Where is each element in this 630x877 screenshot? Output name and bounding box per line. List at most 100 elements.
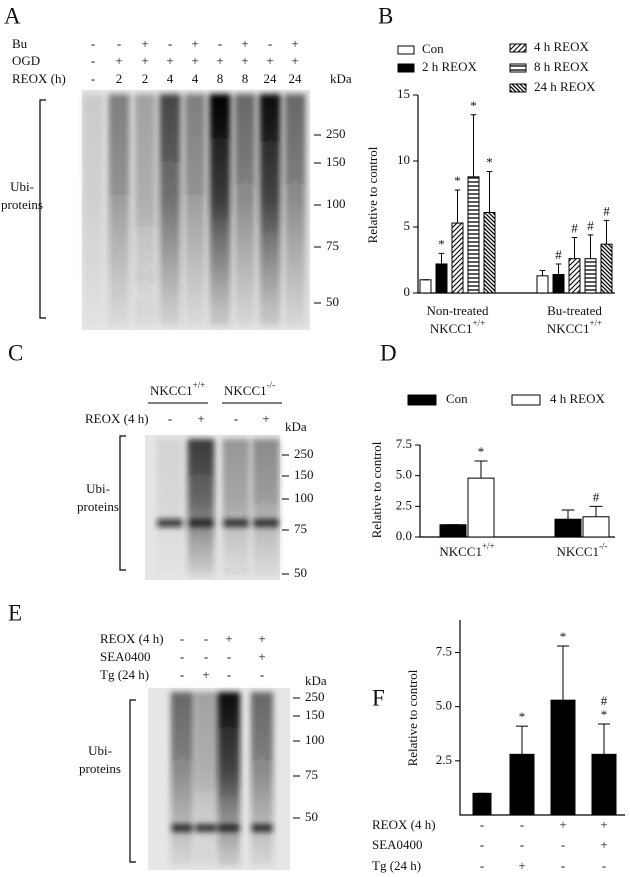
- genotype-superscript: -/-: [267, 380, 276, 390]
- genotype-name: NKCC1: [439, 544, 482, 559]
- legend-swatch: [509, 83, 527, 93]
- marker-label: 50: [294, 565, 307, 580]
- significance-mark: *: [486, 155, 493, 170]
- legend-label: Con: [446, 391, 468, 406]
- error-bar: [454, 189, 461, 224]
- bar: [439, 524, 467, 538]
- x-genotype-label: NKCC1+/+: [547, 318, 602, 336]
- bar: [584, 258, 597, 294]
- condition-sign: -: [91, 53, 95, 68]
- condition-sign: -: [227, 649, 231, 664]
- blot-lane: [159, 94, 181, 326]
- significance-mark: *: [454, 173, 461, 188]
- genotype-superscript: +/+: [589, 318, 602, 328]
- condition-sign: -: [180, 631, 184, 646]
- blot-lane: [108, 94, 130, 326]
- row-label: Tg (24 h): [100, 667, 149, 682]
- row-label: Bu: [12, 36, 28, 51]
- condition-sign: +: [202, 667, 209, 682]
- genotype-name: NKCC1: [547, 321, 590, 336]
- error-bar: [539, 270, 546, 276]
- significance-mark: #: [601, 693, 608, 708]
- panel-letter: F: [372, 685, 385, 710]
- legend-swatch: [397, 45, 415, 55]
- error-bar: [589, 505, 603, 517]
- legend-swatch: [407, 394, 437, 406]
- condition-sign: -: [168, 411, 172, 426]
- condition-sign: -: [602, 858, 606, 873]
- condition-sign: -: [234, 411, 238, 426]
- y-tick-label: 5: [404, 218, 411, 233]
- condition-sign: +: [141, 36, 148, 51]
- condition-sign: -: [91, 36, 95, 51]
- marker-label: 50: [305, 809, 318, 824]
- marker-label: 75: [294, 521, 307, 536]
- y-tick-label: 5.0: [396, 467, 412, 482]
- x-category-label: Bu-treated: [547, 303, 602, 318]
- condition-sign: 4: [167, 71, 174, 86]
- condition-sign: +: [258, 649, 265, 664]
- blot-lanes: [156, 439, 280, 576]
- bar: [568, 258, 581, 294]
- bar: [554, 518, 582, 538]
- condition-sign: -: [480, 858, 484, 873]
- condition-sign: +: [141, 53, 148, 68]
- condition-sign: +: [191, 36, 198, 51]
- bracket: [119, 435, 126, 571]
- genotype-name: NKCC1: [150, 383, 193, 398]
- marker-label: 100: [294, 490, 314, 505]
- significance-mark: #: [555, 247, 562, 262]
- marker-label: 50: [326, 294, 339, 309]
- panel-letter: B: [378, 3, 393, 28]
- legend-label: 8 h REOX: [534, 59, 590, 74]
- marker-label: 250: [326, 126, 346, 141]
- condition-sign: +: [241, 36, 248, 51]
- condition-sign: +: [115, 53, 122, 68]
- condition-sign: +: [241, 53, 248, 68]
- blot-lane: [284, 94, 306, 326]
- genotype-superscript: +/+: [482, 541, 495, 551]
- marker-label: 250: [294, 446, 314, 461]
- marker-label: 100: [305, 732, 325, 747]
- bar: [509, 753, 535, 816]
- condition-sign: -: [561, 837, 565, 852]
- legend-swatch: [511, 394, 541, 406]
- error-bar: [486, 171, 493, 213]
- blot-ylabel: Ubi-: [88, 743, 112, 758]
- blot-lane: [252, 439, 280, 576]
- condition-sign: 8: [242, 71, 249, 86]
- condition-sign: -: [218, 36, 222, 51]
- unit-label: kDa: [330, 71, 352, 86]
- blot-lane: [194, 692, 218, 866]
- bar: [591, 753, 617, 816]
- blot-band: [253, 519, 279, 527]
- condition-sign: +: [600, 817, 607, 832]
- bar: [467, 477, 495, 538]
- condition-sign: +: [197, 411, 204, 426]
- condition-sign: +: [262, 411, 269, 426]
- bar: [435, 263, 448, 294]
- error-bar: [603, 219, 610, 245]
- bar: [467, 176, 480, 294]
- condition-sign: -: [204, 649, 208, 664]
- blot-lane: [184, 94, 206, 326]
- condition-sign: -: [520, 817, 524, 832]
- error-bar: [555, 263, 562, 275]
- legend-label: 4 h REOX: [534, 39, 590, 54]
- marker-label: 250: [305, 689, 325, 704]
- significance-mark: *: [560, 629, 567, 644]
- significance-mark: *: [438, 236, 445, 251]
- group-label: NKCC1-/-: [224, 380, 275, 398]
- significance-mark: #: [593, 489, 600, 504]
- condition-sign: -: [480, 817, 484, 832]
- significance-mark: *: [470, 98, 477, 113]
- condition-sign: +: [559, 817, 566, 832]
- error-bar: [557, 645, 569, 701]
- significance-mark: *: [601, 707, 608, 722]
- legend-swatch: [509, 63, 527, 73]
- row-label: REOX (4 h): [100, 631, 164, 646]
- condition-sign: 24: [289, 71, 303, 86]
- error-bar: [474, 460, 488, 479]
- condition-sign: 2: [116, 71, 123, 86]
- y-tick-label: 2.5: [436, 752, 452, 767]
